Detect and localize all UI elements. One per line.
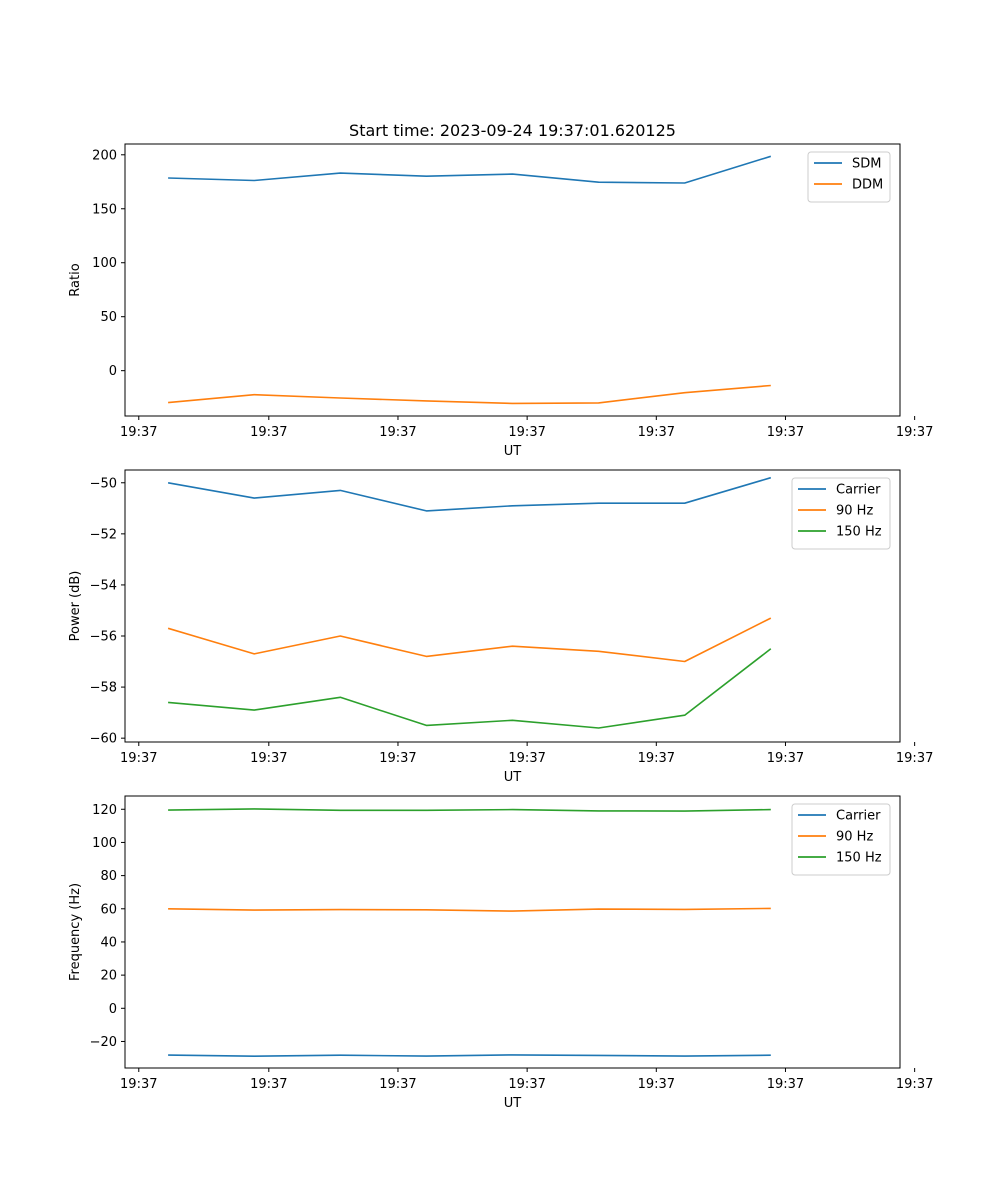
legend-label-carrier: Carrier (836, 483, 881, 498)
series-line-150-hz (168, 648, 772, 729)
y-tick-label: 80 (100, 869, 117, 884)
x-tick-label: 19:37 (896, 751, 933, 766)
series-line-carrier (168, 1054, 771, 1057)
series-line-ddm (168, 384, 771, 405)
y-tick-label: −52 (90, 527, 117, 542)
x-axis-label: UT (504, 770, 522, 785)
x-tick-label: 19:37 (250, 751, 287, 766)
series-line-sdm (168, 155, 772, 184)
x-tick-label: 19:37 (120, 751, 157, 766)
x-tick-label: 19:37 (250, 1077, 287, 1092)
charts-container: 19:37 19:37 19:37 19:37 19:37 19:37 19:37 0 50 10… (68, 143, 933, 1111)
legend-label-90-hz: 90 Hz (836, 830, 873, 845)
y-axis-label: Frequency (Hz) (68, 883, 83, 981)
legend: SDM DDM (807, 151, 891, 203)
y-tick-label: 150 (92, 202, 117, 217)
y-tick-label: −58 (90, 681, 117, 696)
x-tick-label: 19:37 (379, 1077, 416, 1092)
y-axis-label: Power (dB) (68, 571, 83, 642)
series-line-90-hz (167, 617, 772, 663)
y-axis-label: Ratio (68, 263, 83, 296)
chart-1: 19:37 19:37 19:37 19:37 19:37 19:37 19:37 0 50 10… (68, 143, 933, 459)
legend-label-carrier: Carrier (836, 809, 881, 824)
x-tick-label: 19:37 (508, 425, 545, 440)
y-tick-label: −56 (90, 630, 117, 645)
x-axis-label: UT (504, 1096, 522, 1111)
x-tick-label: 19:37 (508, 751, 545, 766)
legend-label-150-hz: 150 Hz (836, 525, 882, 540)
y-tick-label: 50 (100, 310, 117, 325)
y-tick-label: 100 (92, 256, 117, 271)
series-line-90-hz (168, 907, 771, 912)
chart-3: 19:37 19:37 19:37 19:37 19:37 19:37 19:37 −20 0 2… (68, 795, 933, 1111)
legend: Carrier 90 Hz 150 Hz (791, 803, 891, 876)
x-tick-label: 19:37 (896, 1077, 933, 1092)
y-tick-label: 100 (92, 836, 117, 851)
y-tick-label: 120 (92, 803, 117, 818)
legend-label-ddm: DDM (852, 178, 883, 193)
figure-title: Start time: 2023-09-24 19:37:01.620125 (349, 121, 676, 140)
axes-frame (124, 469, 901, 743)
legend-label-sdm: SDM (852, 157, 881, 172)
legend-label-90-hz: 90 Hz (836, 504, 873, 519)
x-tick-label: 19:37 (120, 1077, 157, 1092)
axes-frame (124, 143, 901, 417)
x-tick-label: 19:37 (379, 425, 416, 440)
y-tick-label: −54 (90, 578, 117, 593)
y-tick-label: −50 (90, 476, 117, 491)
x-tick-label: 19:37 (120, 425, 157, 440)
y-tick-label: 60 (100, 902, 117, 917)
x-tick-label: 19:37 (638, 751, 675, 766)
series-line-carrier (167, 476, 772, 512)
x-tick-label: 19:37 (638, 425, 675, 440)
x-tick-label: 19:37 (250, 425, 287, 440)
y-tick-label: 200 (92, 148, 117, 163)
x-tick-label: 19:37 (767, 425, 804, 440)
y-tick-label: 0 (109, 1002, 117, 1017)
legend-label-150-hz: 150 Hz (836, 851, 882, 866)
y-tick-label: 20 (100, 969, 117, 984)
chart-2: 19:37 19:37 19:37 19:37 19:37 19:37 19:37−60−5… (68, 469, 933, 785)
series-line-150-hz (168, 808, 771, 812)
axes-frame (124, 795, 901, 1069)
legend: Carrier 90 Hz 150 Hz (791, 477, 891, 550)
x-tick-label: 19:37 (638, 1077, 675, 1092)
x-axis-label: UT (504, 444, 522, 459)
y-tick-label: 40 (100, 935, 117, 950)
x-tick-label: 19:37 (379, 751, 416, 766)
y-tick-label: −20 (90, 1035, 117, 1050)
x-tick-label: 19:37 (767, 1077, 804, 1092)
y-tick-label: −60 (90, 732, 117, 747)
x-tick-label: 19:37 (767, 751, 804, 766)
x-tick-label: 19:37 (896, 425, 933, 440)
y-tick-label: 0 (109, 364, 117, 379)
legend-box (807, 151, 891, 203)
x-tick-label: 19:37 (508, 1077, 545, 1092)
